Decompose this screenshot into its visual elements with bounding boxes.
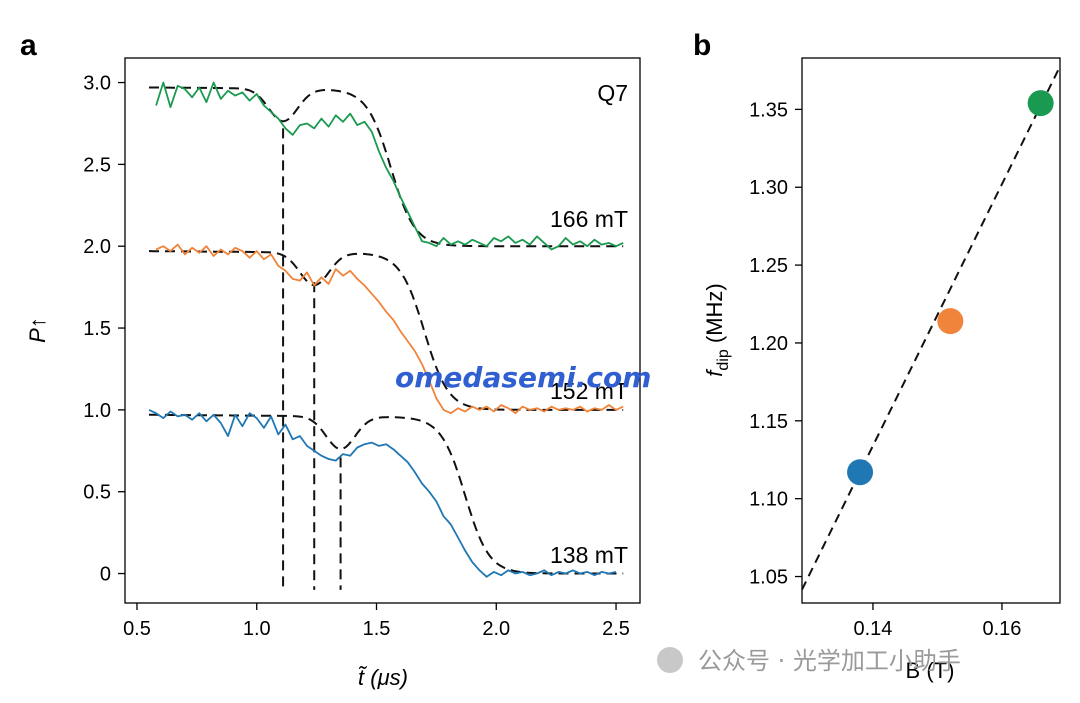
watermark-footer-text: 公众号 · 光学加工小助手: [698, 647, 961, 675]
a-y-tick-label: 3.0: [83, 73, 111, 95]
b-y-tick-label: 1.20: [749, 333, 788, 355]
series-label-138mt: 138 mT: [550, 542, 628, 568]
data-point-2: [1027, 90, 1054, 117]
panel-a-chart: 0.5 1.0 1.5 2.0 2.5 0 0.5 1.0 1.5 2.0 2.5 3.0 Q7 1…: [25, 57, 641, 690]
data-series-166mt: [155, 81, 624, 251]
panel-a-data-series: [148, 81, 624, 578]
panel-b-fit-line: [801, 65, 1061, 591]
panel-b-y-axis-label-main: f: [702, 368, 727, 377]
panel-a-fit-curves: [149, 86, 624, 575]
panel-b-frame: [801, 57, 1061, 604]
panel-label-b: b: [693, 29, 711, 62]
a-x-tick-label: 2.0: [482, 618, 510, 640]
panel-a-guide-lines: [282, 128, 342, 590]
panel-a-x-ticks: 0.5 1.0 1.5 2.0 2.5: [123, 603, 630, 640]
a-x-tick-label: 1.5: [363, 618, 391, 640]
series-label-166mt: 166 mT: [550, 206, 628, 232]
a-y-tick-label: 0.5: [83, 482, 111, 504]
panel-a-y-axis-label: P↑: [25, 317, 50, 343]
panel-b-y-axis-label-unit: (MHz): [702, 283, 727, 349]
b-y-tick-label: 1.10: [749, 489, 788, 511]
data-point-1: [937, 308, 964, 335]
b-y-tick-label: 1.35: [749, 99, 788, 121]
panel-a-annotation-q7: Q7: [597, 80, 628, 106]
panel-a-x-axis-label: t̃ (μs): [358, 665, 408, 690]
b-y-tick-label: 1.15: [749, 411, 788, 433]
data-series-138mt: [148, 409, 617, 578]
b-x-tick-label: 0.16: [982, 618, 1021, 640]
a-y-tick-label: 0: [100, 564, 111, 586]
panel-a-y-ticks: 0 0.5 1.0 1.5 2.0 2.5 3.0: [83, 73, 125, 586]
a-y-tick-label: 2.5: [83, 154, 111, 176]
a-x-tick-label: 0.5: [123, 618, 151, 640]
wechat-icon: [657, 647, 683, 673]
series-label-152mt: 152 mT: [550, 378, 628, 404]
data-point-0: [847, 459, 874, 486]
a-y-tick-label: 1.0: [83, 400, 111, 422]
a-y-tick-label: 1.5: [83, 318, 111, 340]
panel-label-a: a: [20, 29, 37, 62]
panel-b-x-axis-label: B (T): [906, 658, 955, 683]
fit-curve-138mt: [149, 413, 624, 575]
a-x-tick-label: 1.0: [243, 618, 271, 640]
b-y-tick-label: 1.25: [749, 255, 788, 277]
panel-b-y-axis-label-sub: dip: [715, 349, 732, 370]
fit-curve-152mt: [149, 250, 624, 411]
b-y-tick-label: 1.05: [749, 567, 788, 589]
watermark-text: omedasemi.com: [395, 361, 651, 394]
data-series-152mt: [155, 243, 624, 415]
panel-b-x-ticks: 0.14 0.16: [853, 603, 1021, 640]
a-y-tick-label: 2.0: [83, 236, 111, 258]
b-x-tick-label: 0.14: [853, 618, 892, 640]
a-x-tick-label: 2.5: [602, 618, 630, 640]
panel-b-chart: 0.14 0.16 1.05 1.10 1.15 1.20 1.25 1.30 1.35 B …: [702, 57, 1061, 683]
panel-b-points: [847, 90, 1054, 486]
fit-curve-166mt: [149, 86, 624, 248]
panel-b-y-axis-label: fdip (MHz): [702, 283, 732, 376]
panel-b-y-ticks: 1.05 1.10 1.15 1.20 1.25 1.30 1.35: [749, 99, 802, 589]
b-y-tick-label: 1.30: [749, 177, 788, 199]
panel-a-frame: [124, 57, 641, 604]
watermark-footer: 公众号 · 光学加工小助手: [657, 647, 961, 675]
